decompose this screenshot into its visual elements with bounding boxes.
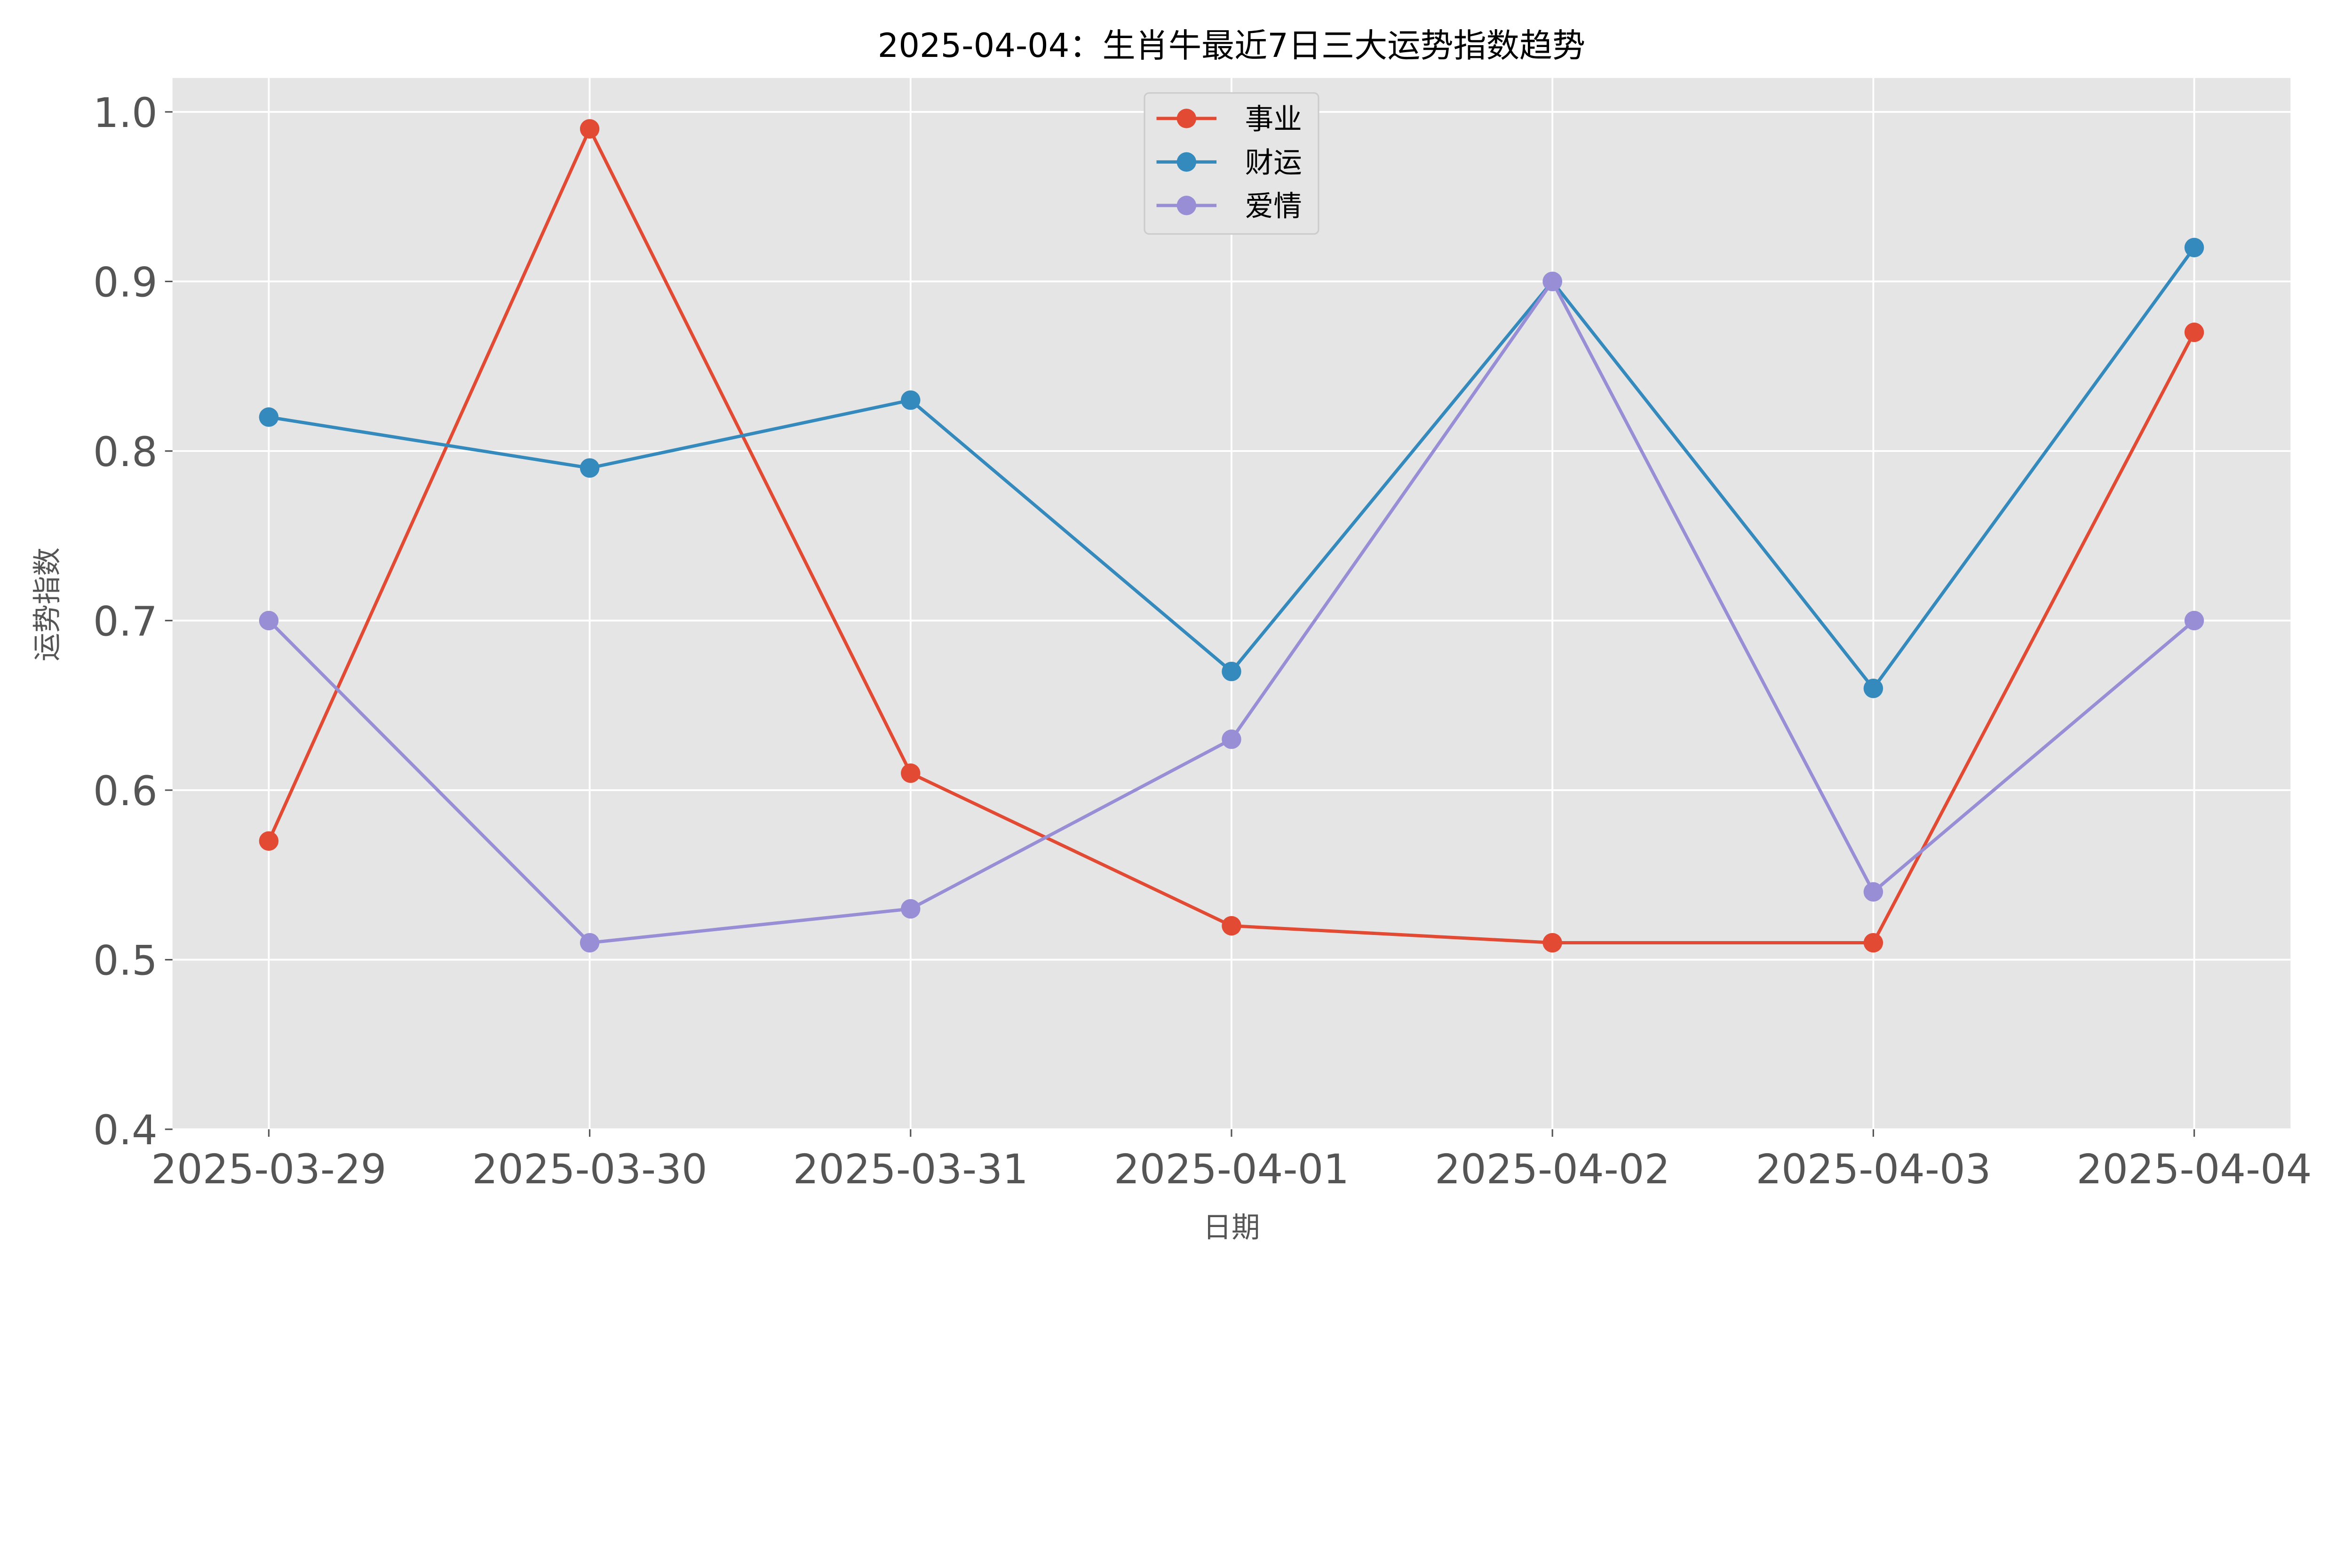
y-tick-label: 0.8 (93, 429, 158, 476)
data-point (1863, 933, 1883, 953)
y-axis-label: 运势指数 (31, 547, 64, 661)
data-point (2184, 322, 2204, 342)
y-tick-label: 1.0 (93, 90, 158, 137)
data-point (901, 390, 921, 410)
data-point (1863, 882, 1883, 902)
data-point (580, 119, 600, 139)
x-tick-label: 2025-04-03 (1756, 1146, 1991, 1193)
data-point (1222, 661, 1241, 681)
line-chart: 0.4 0.5 0.6 0.7 0.8 0.9 1.0 2025-03-29 2025-03-3… (31, 26, 2312, 1244)
legend-marker (1176, 196, 1197, 215)
data-point (1863, 679, 1883, 698)
data-point (1542, 271, 1562, 292)
data-point (901, 899, 921, 919)
x-tick-label: 2025-03-29 (151, 1146, 386, 1193)
data-point (580, 933, 600, 953)
ticks: 0.4 0.5 0.6 0.7 0.8 0.9 1.0 2025-03-29 2025-03-3… (93, 90, 2312, 1193)
data-point (1222, 729, 1241, 749)
chart-title: 2025-04-04：生肖牛最近7日三大运势指数趋势 (878, 26, 1585, 65)
y-tick-label: 0.4 (93, 1107, 158, 1154)
x-tick-label: 2025-04-01 (1114, 1146, 1349, 1193)
legend-label: 财运 (1245, 147, 1302, 180)
data-point (901, 763, 921, 783)
legend-marker (1176, 109, 1197, 128)
y-tick-label: 0.5 (93, 937, 158, 984)
x-axis-label: 日期 (1203, 1212, 1260, 1244)
legend-label: 事业 (1245, 103, 1302, 136)
x-tick-label: 2025-04-04 (2076, 1146, 2312, 1193)
x-tick-label: 2025-03-31 (793, 1146, 1028, 1193)
legend-marker (1176, 152, 1197, 172)
series-lines (259, 119, 2204, 953)
grid (172, 78, 2291, 1131)
data-point (1222, 916, 1241, 936)
data-point (259, 831, 279, 851)
x-tick-label: 2025-04-02 (1435, 1146, 1670, 1193)
y-tick-label: 0.9 (93, 259, 158, 306)
x-tick-label: 2025-03-30 (472, 1146, 707, 1193)
data-point (259, 610, 279, 631)
y-tick-label: 0.7 (93, 598, 158, 645)
data-point (259, 407, 279, 427)
y-tick-label: 0.6 (93, 768, 158, 815)
legend-label: 爱情 (1245, 190, 1302, 223)
data-point (580, 458, 600, 478)
data-point (2184, 238, 2204, 258)
data-point (2184, 610, 2204, 631)
data-point (1542, 933, 1562, 953)
